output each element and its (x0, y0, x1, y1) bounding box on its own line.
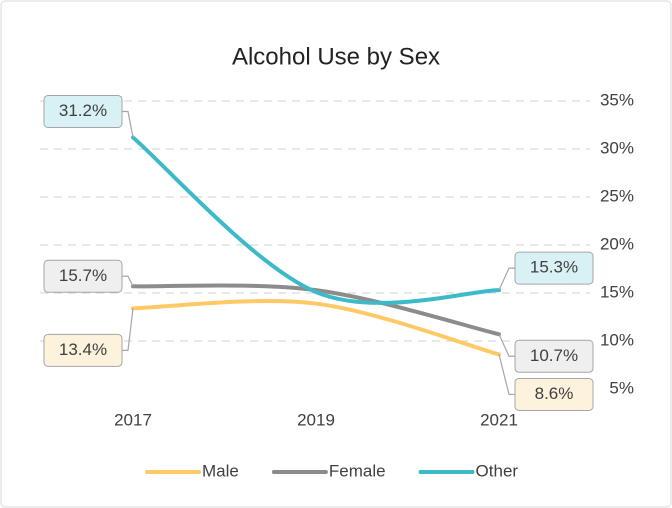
legend-label: Male (202, 461, 239, 480)
data-label-box (514, 339, 594, 373)
legend-label: Female (329, 461, 386, 480)
data-label: 13.4% (59, 340, 107, 359)
y-tick-label: 5% (609, 378, 634, 397)
data-label-box (514, 377, 594, 411)
x-tick-label: 2019 (297, 410, 335, 429)
y-tick-label: 25% (600, 186, 634, 205)
data-label-box (43, 94, 123, 128)
chart-title: Alcohol Use by Sex (232, 43, 440, 70)
data-label: 31.2% (59, 101, 107, 120)
legend-label: Other (476, 461, 519, 480)
series-line (131, 135, 501, 305)
data-label: 8.6% (535, 384, 574, 403)
x-tick-label: 2021 (480, 410, 518, 429)
y-tick-label: 35% (600, 90, 634, 109)
data-label: 15.3% (530, 258, 578, 277)
y-tick-label: 20% (600, 234, 634, 253)
y-tick-label: 15% (600, 282, 634, 301)
label-leader (498, 334, 515, 357)
label-leader (122, 110, 134, 138)
data-label-box (514, 251, 594, 285)
label-leader (122, 308, 134, 351)
data-label: 15.7% (59, 266, 107, 285)
data-label-box (43, 333, 123, 367)
data-label-box (43, 259, 123, 293)
label-leader (498, 354, 515, 396)
y-tick-label: 30% (600, 138, 634, 157)
label-leader (122, 275, 134, 287)
label-leader (498, 267, 515, 291)
series-line (131, 298, 501, 357)
data-label: 10.7% (530, 346, 578, 365)
x-tick-label: 2017 (114, 410, 152, 429)
y-tick-label: 10% (600, 330, 634, 349)
